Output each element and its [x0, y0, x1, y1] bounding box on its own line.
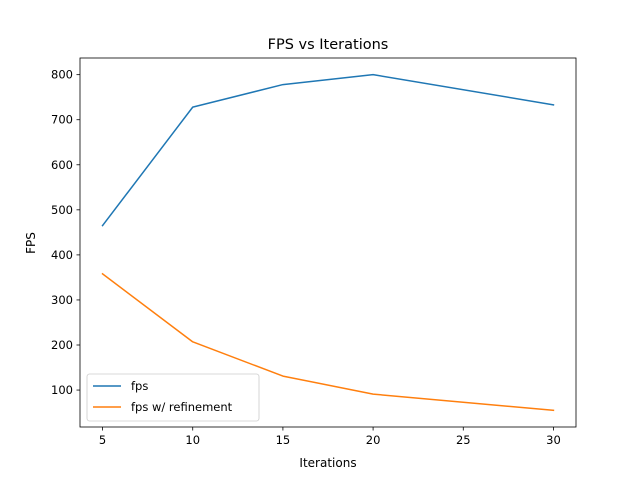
legend-box: [86, 373, 260, 422]
y-tick-label: 700: [51, 113, 73, 127]
x-tick-label: 5: [99, 433, 106, 447]
series-line-0: [101, 73, 555, 227]
y-tick-label: 800: [51, 68, 73, 82]
y-tick-label: 100: [51, 383, 73, 397]
chart-title: FPS vs Iterations: [268, 37, 389, 53]
legend-label-1: fps w/ refinement: [131, 400, 233, 414]
x-tick-label: 30: [546, 433, 561, 447]
x-tick-label: 25: [456, 433, 471, 447]
legend-label-0: fps: [131, 379, 148, 393]
x-tick-label: 10: [185, 433, 200, 447]
x-axis-label: Iterations: [299, 456, 356, 470]
plot-area: 5 10 15 20 25 30 100 200 300 400 500 600 700 800: [51, 57, 577, 447]
y-axis-label: FPS: [24, 232, 38, 254]
y-tick-label: 600: [51, 158, 73, 172]
y-tick-label: 400: [51, 248, 73, 262]
x-tick-label: 15: [276, 433, 291, 447]
y-tick-label: 500: [51, 203, 73, 217]
y-tick-label: 300: [51, 293, 73, 307]
series-line-1: [101, 272, 555, 412]
legend: fps fps w/ refinement: [86, 373, 260, 422]
y-tick-label: 200: [51, 338, 73, 352]
x-tick-label: 20: [366, 433, 381, 447]
axes-frame: [79, 57, 577, 428]
